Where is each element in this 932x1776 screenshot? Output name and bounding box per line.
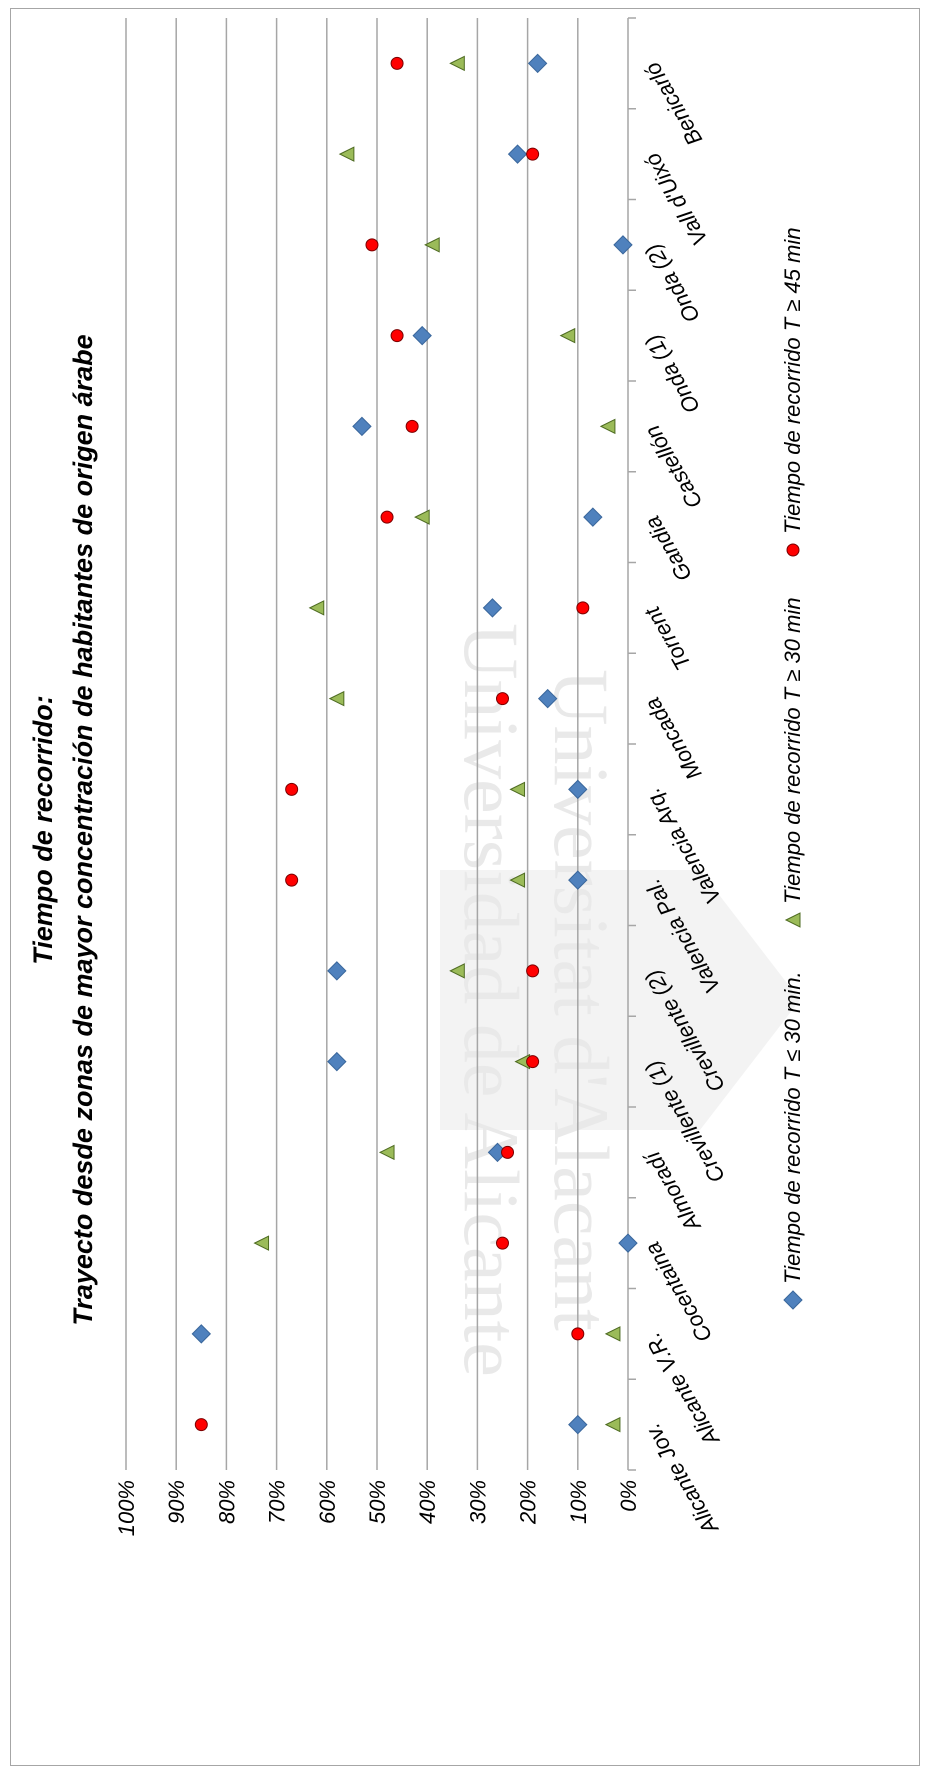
diamond-point: [618, 1233, 638, 1253]
category-label: Torrent: [639, 602, 696, 675]
watermark: Universitat d'Alacant Universidad de Ali…: [440, 623, 800, 1377]
diamond-point: [583, 507, 603, 527]
triangle-point: [604, 1416, 621, 1433]
chart-titles: Tiempo de recorrido: Trayecto desde zona…: [28, 334, 98, 1325]
circle-point: [496, 1236, 509, 1250]
value-tick-label: 20%: [516, 1480, 541, 1525]
circle-point: [285, 873, 299, 887]
diamond-point: [527, 53, 548, 74]
circle-point: [285, 782, 299, 796]
category-label: Cocentaina: [640, 1238, 717, 1347]
diamond-point: [537, 688, 558, 709]
diamond-point: [191, 1324, 212, 1344]
category-axis: [627, 17, 636, 1471]
circle-point: [526, 147, 540, 161]
triangle-point: [449, 55, 465, 72]
value-tick-label: 10%: [566, 1480, 591, 1524]
triangle-point: [509, 781, 526, 798]
diamond-point: [568, 1414, 588, 1435]
diamond-point: [327, 1051, 347, 1072]
diamond-point: [507, 144, 528, 164]
triangle-point: [599, 418, 616, 435]
triangle-point: [509, 872, 526, 888]
triangle-point: [328, 690, 345, 707]
category-label: Benicarló: [640, 58, 708, 150]
value-tick-label: 0%: [616, 1480, 641, 1512]
value-tick-label: 100%: [114, 1480, 139, 1536]
category-label: Gandia: [640, 512, 697, 586]
legend-label: Tiempo de recorrido T ≤ 30 min.: [780, 971, 805, 1284]
legend-marker-triangle: [784, 912, 801, 928]
diamond-point: [482, 598, 503, 618]
gridlines: [125, 18, 579, 1470]
value-tick-label: 90%: [164, 1480, 189, 1524]
value-tick-label: 80%: [214, 1480, 239, 1524]
circle-point: [390, 56, 404, 70]
category-label: Moncada: [640, 693, 707, 784]
chart-frame: [10, 8, 920, 1766]
circle-point: [526, 964, 540, 978]
triangle-point: [308, 600, 325, 616]
triangle-point: [559, 327, 576, 344]
category-label: Onda (2): [640, 239, 705, 327]
circle-point: [526, 1055, 540, 1069]
triangle-point: [378, 1144, 395, 1161]
category-label: Onda (1): [640, 330, 705, 418]
data-marks: [191, 53, 638, 1435]
diamond-point: [568, 779, 588, 800]
watermark-line1: Universitat d'Alacant: [538, 669, 625, 1331]
diamond-point: [352, 416, 372, 437]
value-tick-label: 70%: [265, 1480, 290, 1524]
legend-marker-diamond: [783, 1290, 803, 1310]
diamond-point: [613, 235, 633, 255]
category-label: Vall d'Uixó: [640, 149, 713, 250]
chart-subtitle: Trayecto desde zonas de mayor concentrac…: [68, 334, 98, 1325]
legend-label: Tiempo de recorrido T ≥ 30 min: [780, 597, 805, 904]
triangle-point: [338, 146, 355, 162]
triangle-point: [253, 1235, 270, 1251]
circle-point: [576, 601, 590, 615]
value-tick-label: 30%: [465, 1480, 490, 1524]
circle-point: [571, 1327, 585, 1341]
chart-title: Tiempo de recorrido:: [28, 695, 58, 965]
value-tick-labels: 0% 10% 20% 30% 40% 50% 60% 70% 80% 90% 100%: [114, 1480, 641, 1536]
value-tick-label: 60%: [315, 1480, 340, 1524]
value-tick-label: 50%: [365, 1480, 390, 1524]
circle-point: [405, 419, 419, 433]
circle-point: [390, 329, 404, 343]
legend-marker-circle: [786, 543, 800, 557]
diamond-point: [412, 325, 432, 346]
triangle-point: [424, 237, 440, 253]
value-tick-label: 40%: [415, 1480, 440, 1524]
legend: Tiempo de recorrido T ≤ 30 min. Tiempo de…: [780, 227, 805, 1310]
circle-point: [501, 1145, 515, 1159]
triangle-point: [449, 963, 465, 979]
diamond-point: [568, 870, 588, 890]
circle-point: [496, 692, 509, 706]
legend-label: Tiempo de recorrido T ≥ 45 min: [780, 227, 805, 534]
triangle-point: [604, 1326, 621, 1342]
triangle-point: [414, 509, 430, 525]
circle-point: [365, 238, 379, 252]
circle-point: [194, 1418, 208, 1432]
diamond-point: [327, 961, 347, 981]
circle-point: [380, 510, 394, 524]
category-labels: Alicante Jov.Alicante V.R.CocentainaAlmo…: [639, 58, 730, 1540]
category-label: Castellón: [640, 421, 708, 513]
watermark-line2: Universidad de Alicante: [448, 623, 535, 1377]
